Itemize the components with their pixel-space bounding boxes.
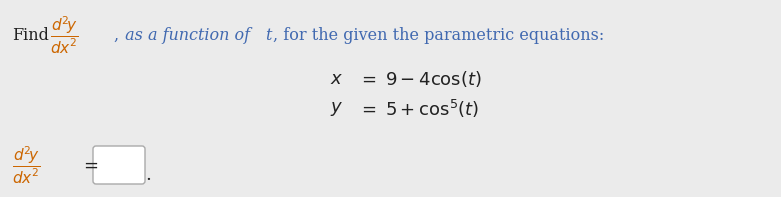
Text: $=$: $=$ <box>358 70 376 88</box>
Text: $x$: $x$ <box>330 70 344 88</box>
Text: , for the given the parametric equations:: , for the given the parametric equations… <box>273 27 604 44</box>
Text: ,: , <box>113 27 118 44</box>
Text: as a function of: as a function of <box>120 27 253 44</box>
Text: t: t <box>265 27 271 44</box>
Text: $\dfrac{d^2\!y}{dx^2}$: $\dfrac{d^2\!y}{dx^2}$ <box>12 144 41 186</box>
Text: $=$: $=$ <box>358 100 376 118</box>
Text: Find: Find <box>12 27 49 44</box>
Text: $=$: $=$ <box>80 156 98 174</box>
Text: .: . <box>145 166 151 184</box>
FancyBboxPatch shape <box>93 146 145 184</box>
Text: $y$: $y$ <box>330 100 344 118</box>
Text: $9-4\cos(t)$: $9-4\cos(t)$ <box>385 69 482 89</box>
Text: $5+\cos^5\!(t)$: $5+\cos^5\!(t)$ <box>385 98 479 120</box>
Text: $\dfrac{d^2\!y}{dx^2}$: $\dfrac{d^2\!y}{dx^2}$ <box>50 14 79 56</box>
